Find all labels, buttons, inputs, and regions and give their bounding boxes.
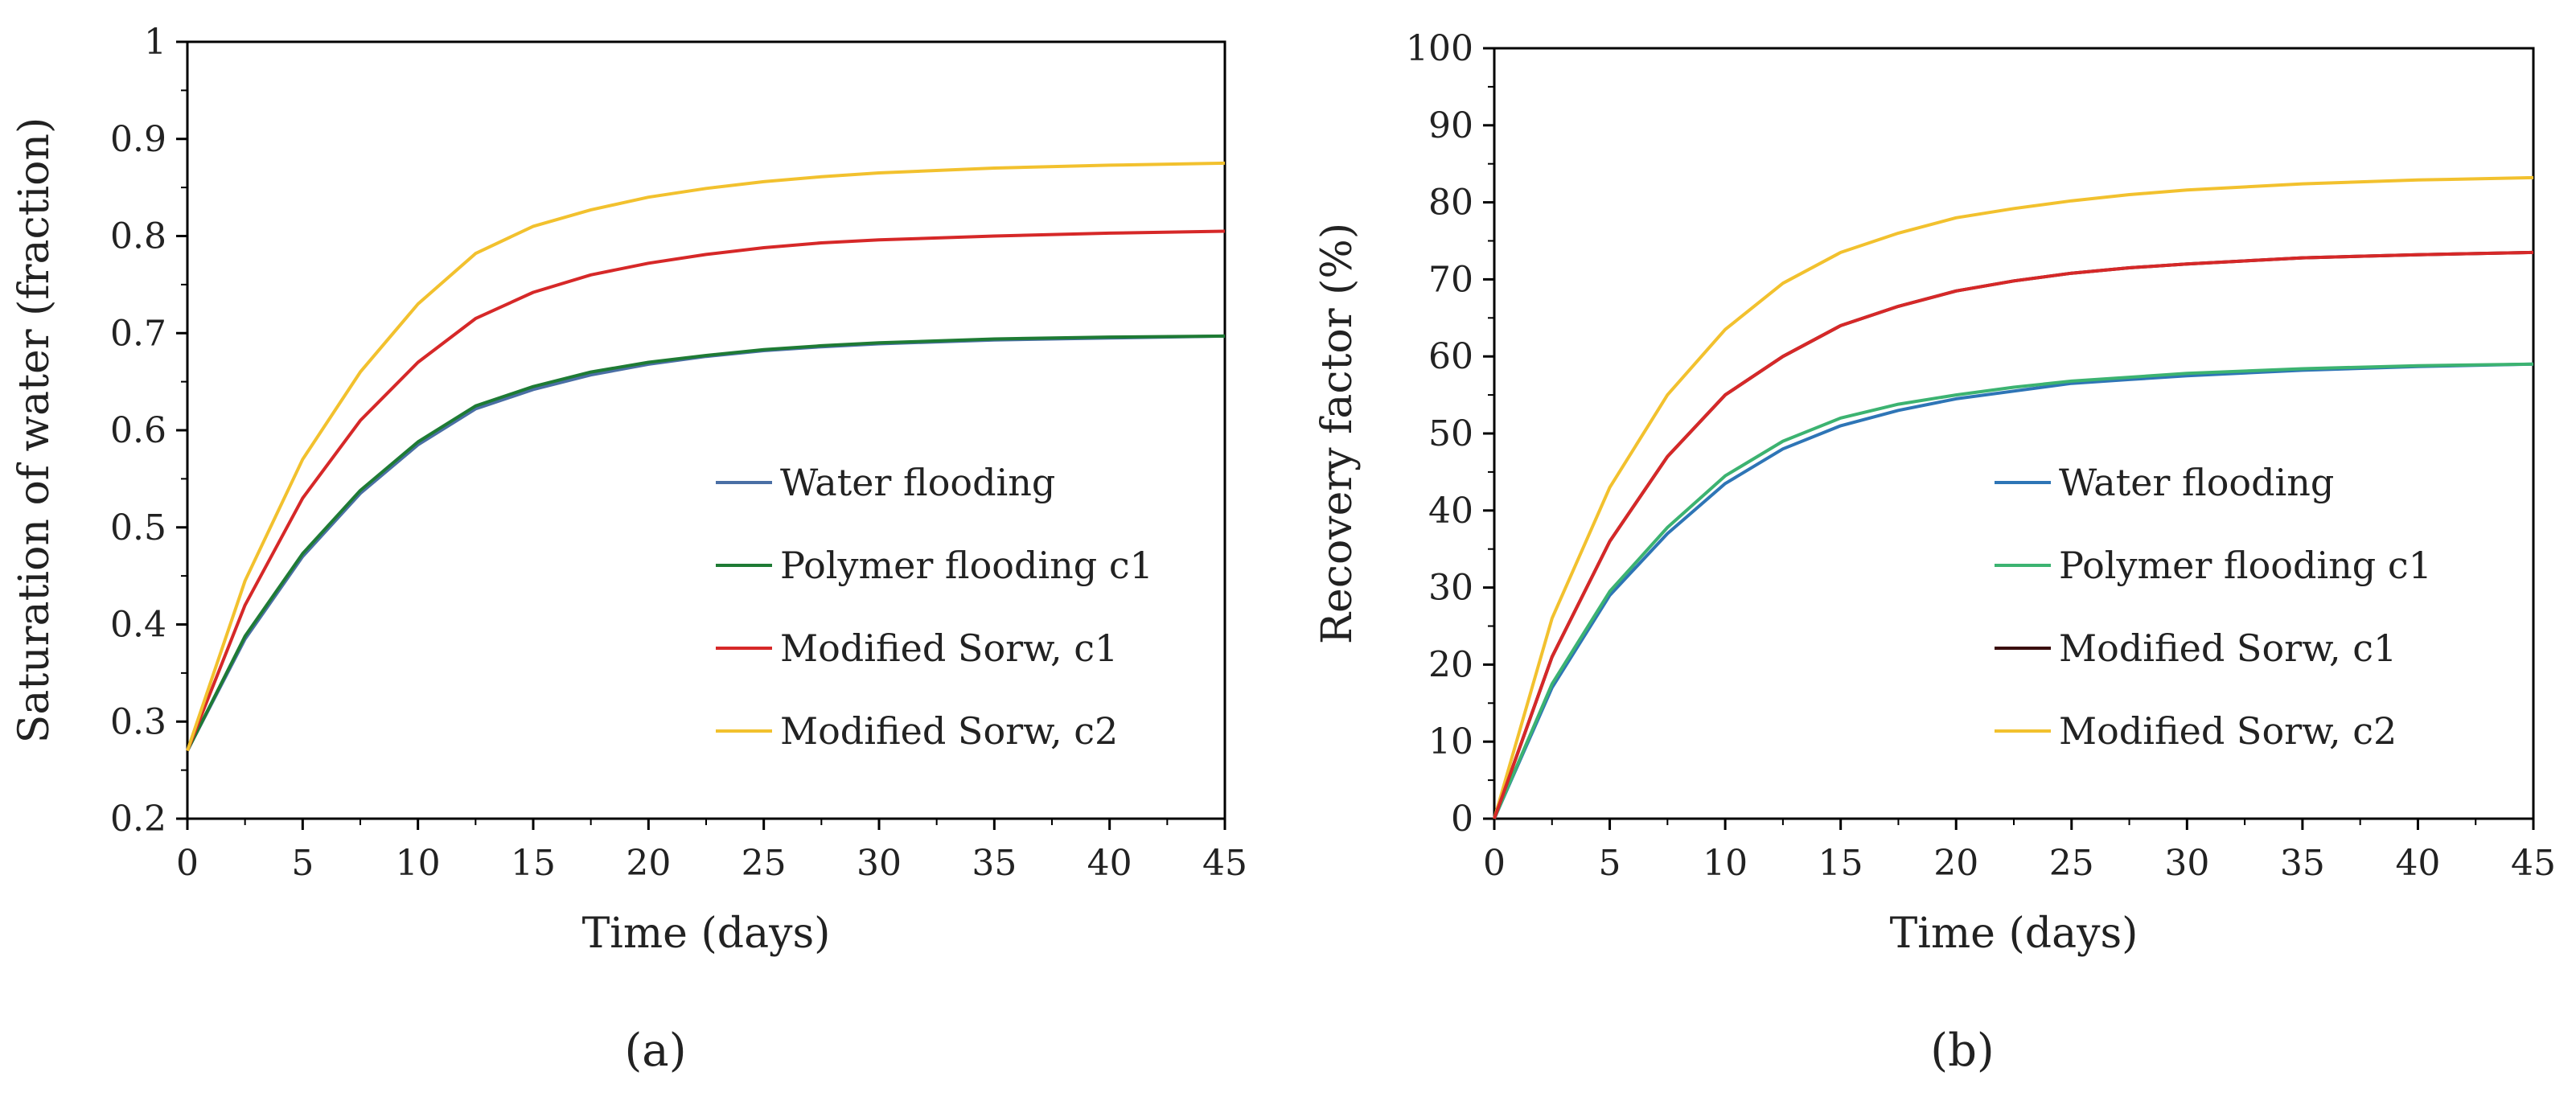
series-line-1: [1493, 362, 2534, 819]
series-line-3: [1493, 175, 2534, 819]
legend-label: Water flooding: [2059, 461, 2334, 504]
y-tick-label: 40: [1428, 491, 1473, 532]
y-tick-label: 20: [1428, 644, 1473, 685]
chart-b: 0 5 10 15 20 25 30 35 40 45 0 10 20 30 40 50 60 70 80 90 100…: [1313, 28, 2556, 1077]
y-tick-label: 0.5: [110, 507, 166, 548]
legend-label: Polymer flooding c1: [780, 544, 1153, 587]
x-tick-label: 30: [857, 843, 902, 884]
y-tick-label: 50: [1428, 413, 1473, 454]
x-tick-label: 30: [2164, 843, 2209, 884]
y-tick-label: 100: [1406, 28, 1473, 69]
legend-label: Polymer flooding c1: [2059, 544, 2432, 587]
series-line-3: [186, 161, 1226, 752]
y-tick-label: 0: [1451, 799, 1473, 840]
series-line-2: [186, 229, 1226, 752]
x-tick-label: 0: [176, 843, 199, 884]
figure-caption: (a): [624, 1025, 686, 1077]
x-tick-label: 35: [2280, 843, 2325, 884]
legend-label: Modified Sorw, c2: [780, 709, 1118, 753]
y-tick-label: 30: [1428, 568, 1473, 609]
y-tick-label: 0.3: [110, 701, 166, 742]
y-axis-title: Recovery factor (%): [1313, 223, 1362, 644]
legend-label: Modified Sorw, c2: [2059, 709, 2397, 753]
y-tick-label: 70: [1428, 259, 1473, 300]
legend-label: Modified Sorw, c1: [780, 626, 1118, 670]
y-tick-label: 80: [1428, 183, 1473, 224]
y-tick-label: 0.8: [110, 216, 166, 257]
x-tick-label: 15: [511, 843, 556, 884]
x-tick-label: 45: [2511, 843, 2556, 884]
x-tick-label: 0: [1483, 843, 1506, 884]
figure-caption: (b): [1930, 1025, 1995, 1077]
y-axis-title: Saturation of water (fraction): [10, 117, 59, 744]
x-tick-label: 25: [742, 843, 787, 884]
x-tick-label: 45: [1202, 843, 1247, 884]
x-axis-title: Time (days): [1890, 910, 2138, 958]
legend-label: Water flooding: [780, 461, 1055, 504]
y-tick-label: 0.4: [110, 605, 166, 646]
x-tick-label: 40: [1087, 843, 1132, 884]
x-tick-label: 5: [1599, 843, 1621, 884]
x-tick-label: 40: [2395, 843, 2440, 884]
y-tick-label: 60: [1428, 336, 1473, 377]
x-tick-label: 20: [626, 843, 671, 884]
plot-frame: [1493, 47, 2535, 820]
series-line-4: [1493, 250, 2534, 819]
x-tick-label: 10: [396, 843, 441, 884]
y-tick-label: 0.9: [110, 119, 166, 160]
y-tick-label: 0.7: [110, 313, 166, 354]
x-tick-label: 35: [972, 843, 1017, 884]
x-tick-label: 15: [1818, 843, 1863, 884]
series-line-0: [1493, 362, 2534, 819]
y-tick-label: 10: [1428, 721, 1473, 762]
y-tick-label: 90: [1428, 105, 1473, 146]
x-tick-label: 25: [2049, 843, 2094, 884]
x-axis-title: Time (days): [582, 910, 831, 958]
plot-frame: [186, 40, 1226, 820]
legend-label: Modified Sorw, c1: [2059, 626, 2397, 670]
y-tick-label: 0.2: [110, 799, 166, 840]
chart-a: 0 5 10 15 20 25 30 35 40 45 0.2 0.3 0.4 0.5 0.6 0.7 0.8 0…: [10, 22, 1247, 1077]
y-tick-label: 1: [144, 22, 166, 63]
y-tick-label: 0.6: [110, 410, 166, 451]
x-tick-label: 10: [1703, 843, 1748, 884]
x-tick-label: 5: [291, 843, 314, 884]
x-tick-label: 20: [1933, 843, 1978, 884]
series-line-1: [186, 334, 1226, 752]
